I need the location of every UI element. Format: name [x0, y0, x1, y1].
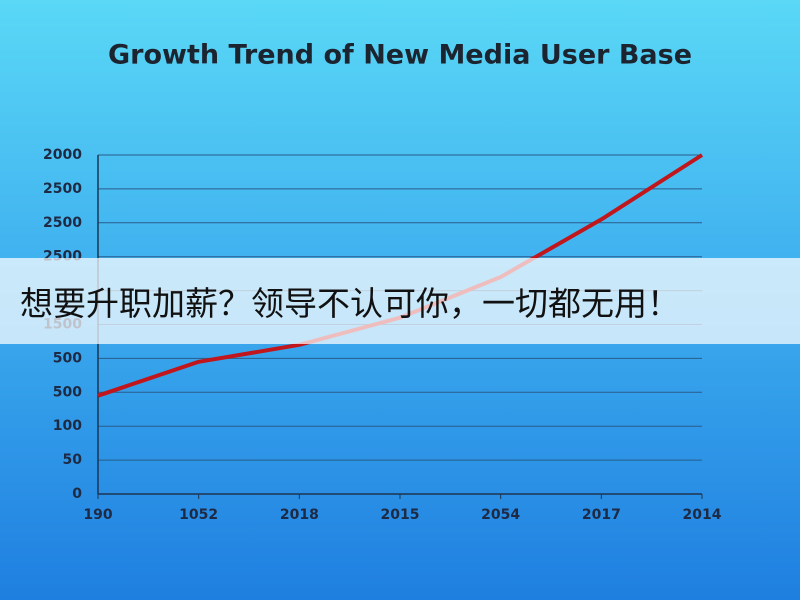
y-tick-label: 2500 — [43, 215, 82, 231]
x-tick-label: 2017 — [582, 507, 621, 523]
y-tick-label: 2500 — [43, 181, 82, 197]
y-tick-label: 50 — [63, 452, 83, 468]
x-tick-label: 190 — [83, 507, 112, 523]
y-tick-label: 500 — [53, 350, 82, 366]
y-tick-label: 0 — [72, 486, 82, 502]
x-tick-label: 1052 — [179, 507, 218, 523]
x-tick-label: 2054 — [481, 507, 520, 523]
x-tick-label: 2018 — [280, 507, 319, 523]
overlay-banner: 想要升职加薪？领导不认可你，一切都无用！ — [0, 258, 800, 344]
y-tick-label: 100 — [53, 418, 82, 434]
chart-title: Growth Trend of New Media User Base — [108, 40, 692, 71]
x-tick-label: 2015 — [381, 507, 420, 523]
y-tick-label: 2000 — [43, 147, 82, 163]
x-tick-label: 2014 — [683, 507, 722, 523]
y-tick-label: 500 — [53, 384, 82, 400]
